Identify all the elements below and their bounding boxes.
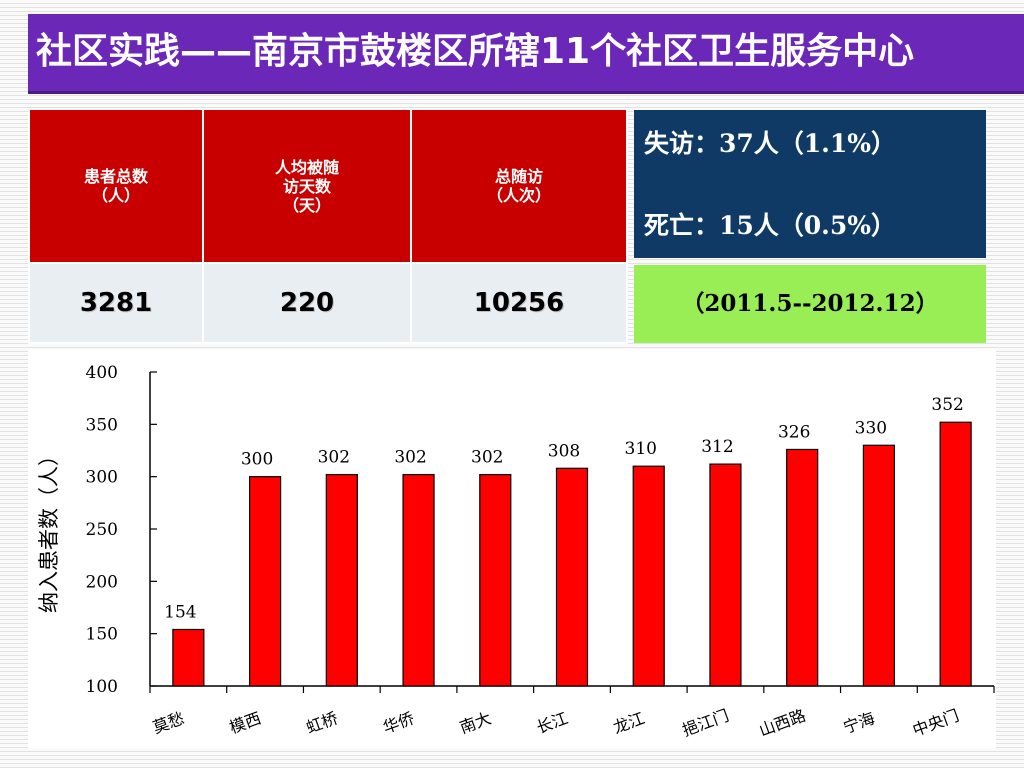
category-label: 模西 <box>227 708 264 737</box>
lost-to-followup-text: 失访：37人（1.1%） <box>644 129 897 158</box>
category-label: 宁海 <box>841 708 878 737</box>
category-label: 虹桥 <box>304 708 341 737</box>
y-tick-label: 200 <box>86 572 118 592</box>
bar-7 <box>709 463 742 687</box>
slide-title: 社区实践——南京市鼓楼区所辖11个社区卫生服务中心 <box>36 31 915 72</box>
bar-0 <box>172 628 205 687</box>
y-tick-label: 350 <box>86 415 118 435</box>
bar-10 <box>939 421 972 687</box>
bar-3 <box>402 473 435 687</box>
data-label: 154 <box>164 602 196 622</box>
data-label: 308 <box>548 441 580 461</box>
data-label: 302 <box>471 448 503 468</box>
category-label: 长江 <box>534 708 571 737</box>
data-label: 330 <box>855 418 887 438</box>
bar-9 <box>862 444 896 687</box>
stats-table: 患者总数 （人） 人均被随 访天数 （天） 总随访 （人次） 3281 220 … <box>28 108 628 344</box>
category-label: 莫愁 <box>150 708 187 737</box>
data-label: 302 <box>394 448 426 468</box>
bar-6 <box>632 465 665 687</box>
category-label: 华侨 <box>380 708 417 737</box>
category-label: 山西路 <box>756 706 808 740</box>
bar-4 <box>479 473 512 687</box>
lost-death-box: 失访：37人（1.1%） 死亡：15人（0.5%） <box>634 110 986 258</box>
header-patients-total: 患者总数 （人） <box>28 108 204 264</box>
table-header-row: 患者总数 （人） 人均被随 访天数 （天） 总随访 （人次） <box>28 108 628 264</box>
data-label: 352 <box>931 395 963 415</box>
data-label: 302 <box>318 448 350 468</box>
y-tick-label: 300 <box>86 468 118 488</box>
chart-panel: 100 150 200 250 300 350 400 纳入患者数（人） 154 莫愁 300 模西 3… <box>28 350 996 748</box>
y-tick-label: 400 <box>86 363 118 383</box>
study-period: （2011.5--2012.12） <box>634 265 986 343</box>
data-label: 312 <box>701 437 733 457</box>
value-patients-total: 3281 <box>28 262 204 344</box>
data-label: 326 <box>778 422 810 442</box>
bar-8 <box>786 448 819 687</box>
category-label: 中央门 <box>910 706 962 740</box>
category-label: 挹江门 <box>680 706 732 740</box>
bar-chart: 100 150 200 250 300 350 400 纳入患者数（人） 154 莫愁 300 模西 3… <box>37 363 995 740</box>
value-followup-days: 220 <box>202 262 412 344</box>
value-followup-total: 10256 <box>410 262 628 344</box>
data-label: 310 <box>625 439 657 459</box>
bar-1 <box>248 476 282 687</box>
death-text: 死亡：15人（0.5%） <box>644 211 897 240</box>
category-label: 龙江 <box>611 708 648 737</box>
header-followup-days: 人均被随 访天数 （天） <box>202 108 412 264</box>
y-axis-title: 纳入患者数（人） <box>37 445 61 613</box>
header-followup-total: 总随访 （人次） <box>410 108 628 264</box>
data-label: 300 <box>241 450 273 470</box>
y-tick-label: 250 <box>86 520 118 540</box>
y-tick-label: 100 <box>86 677 118 697</box>
category-label: 南大 <box>457 708 494 737</box>
bar-2 <box>325 473 358 687</box>
title-bar: 社区实践——南京市鼓楼区所辖11个社区卫生服务中心 <box>28 14 1024 94</box>
table-value-row: 3281 220 10256 <box>28 262 628 344</box>
y-tick-label: 150 <box>86 625 118 645</box>
bar-5 <box>555 467 589 687</box>
